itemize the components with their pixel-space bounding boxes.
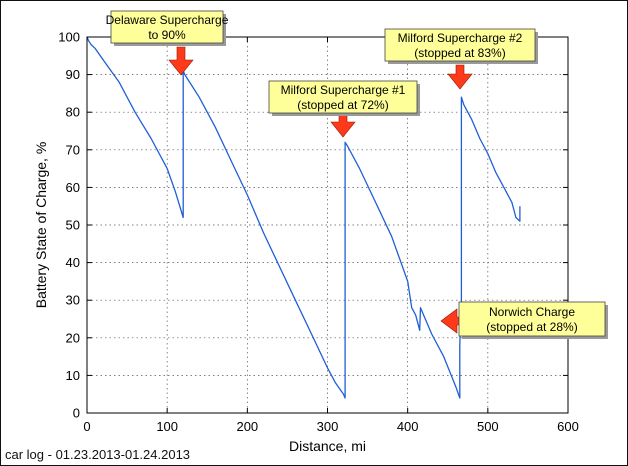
annotation-text: (stopped at 28%) <box>486 320 577 334</box>
annotation-callout: Milford Supercharge #1(stopped at 72%) <box>268 80 420 138</box>
line-layer <box>86 36 521 399</box>
x-tick-label: 600 <box>557 419 579 434</box>
annotation-arrow <box>447 64 473 90</box>
y-tick-label: 90 <box>66 67 80 82</box>
y-tick-label: 20 <box>66 330 80 345</box>
y-tick-label: 40 <box>66 255 80 270</box>
soc-series-line <box>86 36 521 399</box>
x-tick-label: 0 <box>83 419 90 434</box>
x-tick-label: 300 <box>317 419 339 434</box>
footer-caption: car log - 01.23.2013-01.24.2013 <box>5 447 191 462</box>
annotation-text: Milford Supercharge #1 <box>281 83 406 97</box>
y-tick-label: 60 <box>66 180 80 195</box>
x-axis-label: Distance, mi <box>289 438 366 454</box>
annotation-arrow <box>330 114 356 138</box>
y-tick-label: 10 <box>66 368 80 383</box>
annotation-text: to 90% <box>148 28 186 42</box>
annotation-text: (stopped at 72%) <box>297 98 388 112</box>
x-tick-label: 500 <box>477 419 499 434</box>
annotation-box <box>458 301 606 337</box>
annotation-box <box>110 10 224 44</box>
y-tick-label: 30 <box>66 293 80 308</box>
y-tick-label: 80 <box>66 105 80 120</box>
tick-layer: 0 100 200 300 400 500 600 0 10 20 30 40 50 60 70 80 90 10… <box>58 30 579 435</box>
annotation-text: Delaware Supercharge <box>106 13 229 27</box>
annotation-text: (stopped at 83%) <box>414 46 505 60</box>
annotation-arrow <box>168 46 194 76</box>
x-tick-label: 400 <box>397 419 419 434</box>
annotation-callout: Norwich Charge(stopped at 28%) <box>440 301 608 339</box>
y-axis-label: Battery State of Charge, % <box>33 142 49 309</box>
y-tick-label: 70 <box>66 142 80 157</box>
annotation-text: Milford Supercharge #2 <box>398 31 523 45</box>
annotation-box <box>268 80 418 114</box>
x-tick-label: 100 <box>156 419 178 434</box>
y-tick-label: 0 <box>73 406 80 421</box>
annotation-text: Norwich Charge <box>489 305 575 319</box>
annotation-callout: Milford Supercharge #2(stopped at 83%) <box>384 28 538 90</box>
y-tick-label: 100 <box>58 30 80 45</box>
x-tick-label: 200 <box>236 419 258 434</box>
annotation-box <box>384 28 536 62</box>
y-tick-label: 50 <box>66 218 80 233</box>
